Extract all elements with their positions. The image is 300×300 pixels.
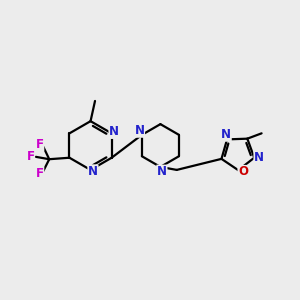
Text: O: O [238, 166, 248, 178]
Text: N: N [254, 151, 264, 164]
Text: N: N [221, 128, 231, 141]
Text: F: F [36, 138, 44, 151]
Text: N: N [109, 125, 119, 138]
Text: N: N [88, 165, 98, 178]
Text: F: F [26, 150, 34, 163]
Text: N: N [134, 124, 145, 137]
Text: N: N [157, 165, 167, 178]
Text: F: F [36, 167, 44, 180]
